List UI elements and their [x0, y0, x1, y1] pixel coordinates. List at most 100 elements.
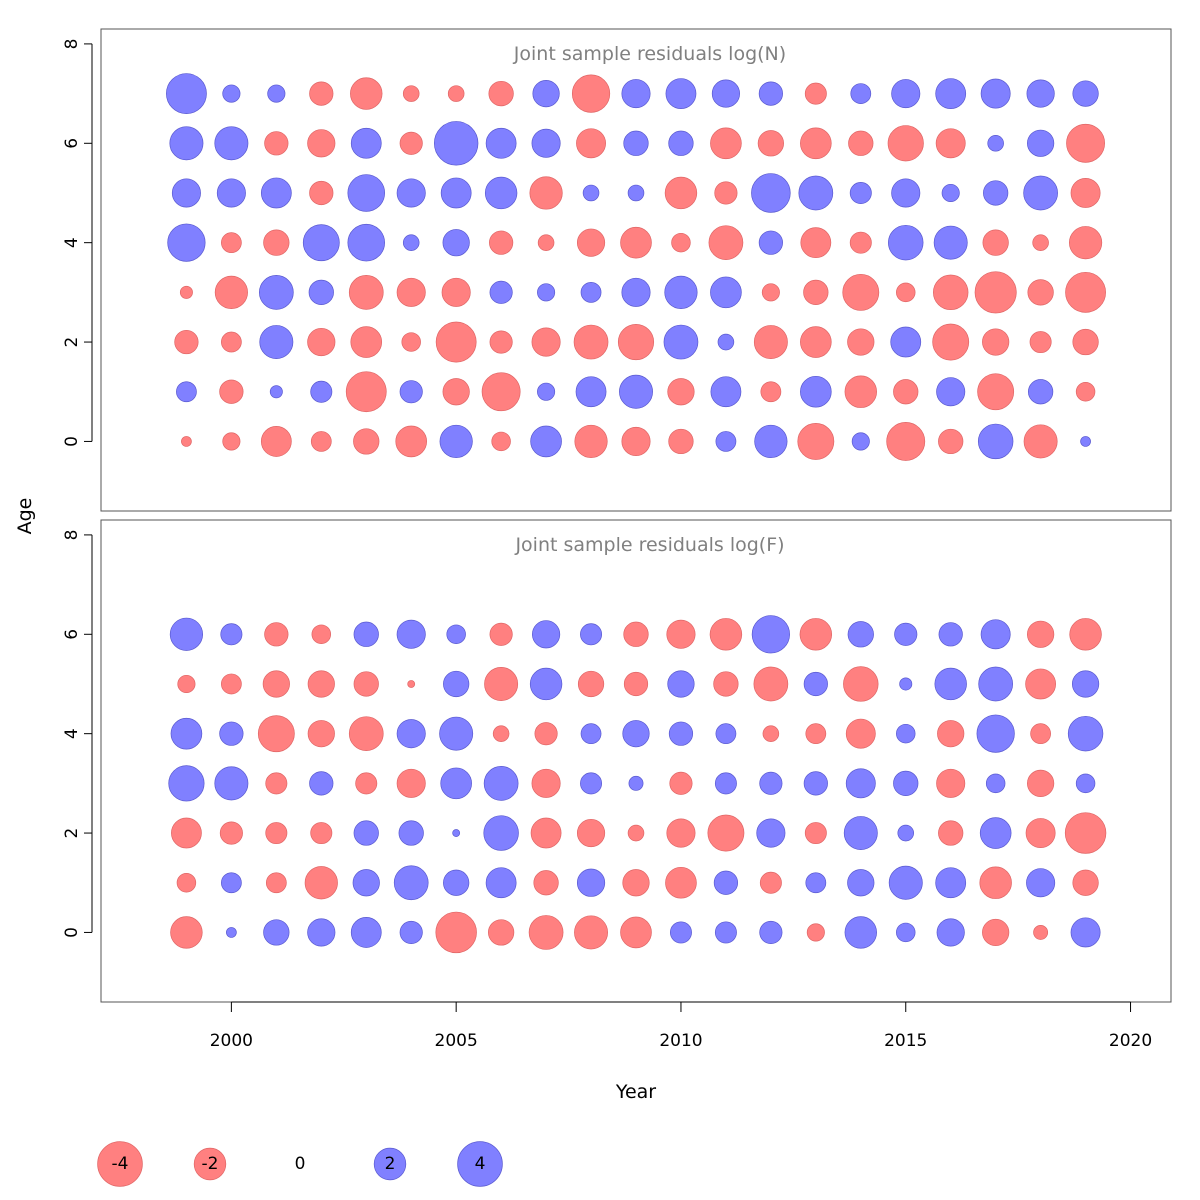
residual-bubble — [665, 78, 697, 109]
residual-bubble — [489, 330, 513, 354]
residual-bubble — [800, 375, 832, 408]
residual-bubble — [263, 229, 290, 256]
residual-bubble — [621, 277, 651, 307]
residual-bubble — [529, 667, 563, 701]
legend-bubble — [97, 1141, 143, 1187]
residual-bubble — [977, 423, 1014, 460]
residual-bubble — [402, 85, 420, 102]
residual-bubble — [304, 866, 338, 900]
residual-bubble — [347, 223, 386, 262]
residual-bubble — [935, 867, 967, 899]
residual-bubble — [264, 622, 289, 647]
residual-bubble — [623, 671, 649, 697]
residual-bubble — [350, 917, 382, 948]
residual-bubble — [489, 280, 513, 304]
residual-bubble — [751, 615, 790, 654]
residual-bubble — [310, 431, 332, 452]
residual-bubble — [576, 228, 606, 257]
y-tick-label: 8 — [62, 529, 82, 540]
residual-bubble — [669, 921, 692, 944]
residual-bubble — [168, 765, 205, 802]
residual-bubble — [982, 229, 1009, 256]
residual-bubble — [219, 379, 244, 404]
residual-bubble — [309, 771, 334, 796]
legend-label: -2 — [202, 1154, 219, 1174]
y-tick-label: 0 — [62, 927, 82, 938]
residual-bubble — [348, 275, 384, 310]
residual-bubble — [483, 815, 519, 851]
residual-bubble — [711, 79, 740, 108]
residual-bubble — [627, 184, 645, 202]
residual-bubble — [893, 770, 919, 796]
residual-bubble — [402, 234, 420, 251]
panel-title: Joint sample residuals log(N) — [513, 43, 786, 65]
residual-bubble — [896, 282, 916, 303]
residual-bubble — [1033, 925, 1049, 940]
residual-bubble — [977, 373, 1015, 411]
residual-bubble — [663, 324, 699, 360]
residual-bubble — [847, 621, 874, 648]
residual-bubble — [264, 131, 289, 156]
residual-bubble — [887, 125, 924, 162]
residual-bubble — [709, 618, 743, 651]
residual-bubble — [985, 773, 1006, 794]
residual-bubble — [797, 423, 835, 460]
residual-bubble — [1080, 436, 1091, 447]
residual-bubble — [537, 234, 555, 251]
residual-bubble — [221, 872, 242, 894]
y-tick-label: 4 — [62, 728, 82, 739]
residual-bubble — [713, 671, 739, 697]
residual-bubble — [573, 324, 609, 360]
y-axis: 0 2 4 6 8 — [62, 529, 93, 938]
residual-bubble — [353, 428, 380, 455]
residual-bubble — [574, 424, 608, 459]
residual-bubble — [800, 227, 832, 259]
residual-bubble — [980, 619, 1011, 650]
residual-bubble — [844, 375, 877, 408]
residual-bubble — [845, 768, 876, 799]
plot-frame — [100, 28, 1172, 512]
residual-bubble — [804, 82, 827, 105]
residual-bubble — [396, 768, 426, 798]
residual-bubble — [1072, 80, 1099, 107]
residual-bubble — [753, 325, 788, 360]
residual-bubble — [492, 725, 510, 742]
panel-log-n: Joint sample residuals log(N) 0 2 4 6 8 — [62, 28, 1172, 512]
residual-bubble — [714, 921, 737, 944]
residual-bubble — [715, 723, 737, 745]
residual-bubble — [435, 911, 477, 954]
residual-bubble — [842, 273, 880, 311]
residual-bubble — [713, 870, 739, 895]
residual-bubble — [888, 865, 923, 900]
residual-bubble — [179, 285, 193, 299]
x-tick-label: 2020 — [1109, 1031, 1152, 1051]
residual-bubble — [669, 771, 693, 795]
residual-bubble — [214, 126, 249, 161]
residual-bubble — [756, 818, 786, 848]
residual-bubble — [169, 617, 204, 651]
residual-bubble — [934, 667, 967, 701]
residual-bubble — [485, 127, 517, 159]
panel-title: Joint sample residuals log(F) — [514, 534, 784, 556]
residual-bubble — [665, 866, 697, 899]
residual-bubble — [350, 326, 383, 358]
residual-bubble — [897, 824, 915, 842]
residual-bubble — [491, 431, 511, 452]
residual-bubble — [671, 232, 691, 253]
residual-bubble — [399, 131, 423, 155]
y-tick-label: 8 — [62, 38, 82, 49]
residual-bubble — [757, 130, 784, 157]
residual-bubble — [1069, 618, 1102, 651]
residual-bubble — [433, 121, 479, 166]
residual-bubble — [355, 772, 378, 795]
residual-bubble — [805, 723, 827, 745]
residual-bubble — [395, 425, 428, 458]
residual-bubble — [890, 326, 922, 358]
residual-bubble — [715, 431, 737, 452]
residual-bubble — [1068, 226, 1103, 260]
residual-bubble — [933, 225, 968, 260]
residual-bubble — [265, 772, 288, 795]
residual-bubble — [435, 321, 477, 363]
residual-bubble — [269, 385, 283, 399]
residual-bubble — [622, 720, 650, 748]
